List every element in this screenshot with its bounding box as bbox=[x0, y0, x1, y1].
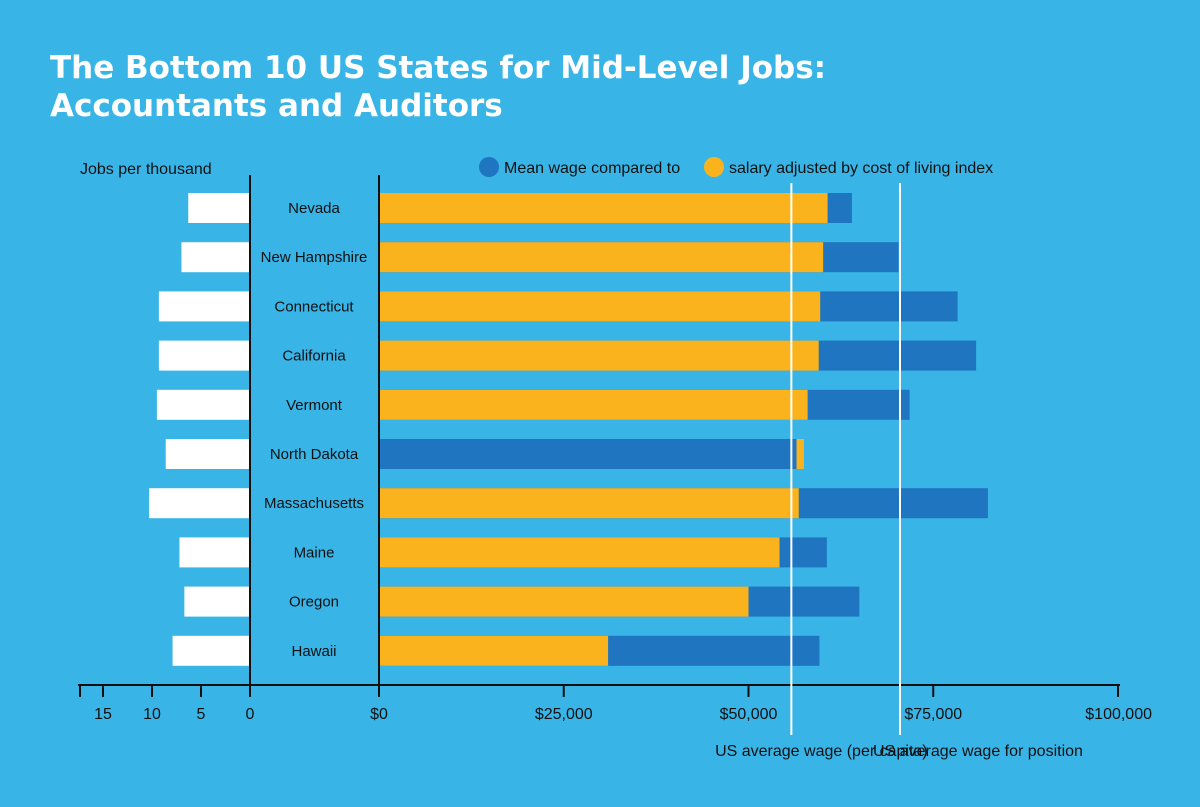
jobs-bar-massachusetts bbox=[149, 488, 250, 519]
legend: Mean wage compared to salary adjusted by… bbox=[479, 157, 993, 177]
wage-tick-label-100000: $100,000 bbox=[1085, 706, 1152, 723]
axes bbox=[78, 175, 1120, 686]
jobs-bar-connecticut bbox=[158, 291, 250, 322]
jobs-bar-hawaii bbox=[172, 635, 250, 666]
left-axis-label: Jobs per thousand bbox=[80, 161, 212, 178]
jobs-bar-maine bbox=[179, 537, 250, 568]
jobs-bar-new-hampshire bbox=[181, 242, 250, 273]
jobs-tick-label-10: 10 bbox=[143, 706, 161, 723]
legend-adjusted-swatch bbox=[704, 157, 724, 177]
jobs-tick-label-15: 15 bbox=[94, 706, 112, 723]
adjusted-wage-bar-hawaii bbox=[379, 635, 609, 666]
adjusted-wage-bar-california bbox=[379, 340, 819, 371]
title-line-2: Accountants and Auditors bbox=[50, 88, 503, 124]
adjusted-wage-bar-massachusetts bbox=[379, 488, 799, 519]
jobs-bar-vermont bbox=[156, 389, 250, 420]
legend-mean-label: Mean wage compared to bbox=[504, 160, 680, 177]
wage-tick-label-0: $0 bbox=[370, 706, 388, 723]
title-line-1: The Bottom 10 US States for Mid-Level Jo… bbox=[50, 50, 826, 86]
state-labels: Nevada New Hampshire Connecticut California… bbox=[261, 200, 368, 660]
jobs-bar-north-dakota bbox=[165, 439, 250, 469]
state-label-connecticut: Connecticut bbox=[274, 298, 354, 315]
adjusted-wage-bar-maine bbox=[379, 537, 780, 568]
state-label-nevada: Nevada bbox=[288, 200, 340, 217]
adjusted-wage-bar-vermont bbox=[379, 389, 808, 420]
jobs-bar-oregon bbox=[184, 586, 250, 617]
state-label-new-hampshire: New Hampshire bbox=[261, 249, 368, 266]
reference-lines: US average wage (per capita)US average w… bbox=[715, 183, 1083, 760]
adjusted-wage-bar-nevada bbox=[379, 193, 828, 223]
chart-title: The Bottom 10 US States for Mid-Level Jo… bbox=[50, 50, 826, 124]
jobs-bar-nevada bbox=[188, 193, 250, 223]
tick-labels: 15 10 5 0 $0 $25,000 $50,000 $75,000 $100,000 bbox=[79, 685, 1152, 723]
state-label-maine: Maine bbox=[294, 544, 335, 561]
jobs-tick-label-5: 5 bbox=[197, 706, 206, 723]
state-label-california: California bbox=[282, 348, 346, 365]
jobs-tick-label-0: 0 bbox=[246, 706, 255, 723]
state-label-vermont: Vermont bbox=[286, 397, 343, 414]
reference-label-us-average-wage-per-capita: US average wage (per capita) bbox=[715, 743, 928, 760]
mean-wage-bar-north-dakota bbox=[379, 439, 797, 469]
state-label-oregon: Oregon bbox=[289, 594, 339, 611]
jobs-bars bbox=[149, 193, 250, 666]
wage-tick-label-25000: $25,000 bbox=[535, 706, 593, 723]
legend-mean-swatch bbox=[479, 157, 499, 177]
wage-bars bbox=[379, 193, 988, 666]
adjusted-wage-bar-new-hampshire bbox=[379, 242, 824, 273]
state-label-hawaii: Hawaii bbox=[291, 643, 336, 660]
adjusted-wage-bar-oregon bbox=[379, 586, 749, 617]
wage-tick-label-50000: $50,000 bbox=[720, 706, 778, 723]
jobs-bar-california bbox=[158, 340, 250, 371]
state-label-massachusetts: Massachusetts bbox=[264, 495, 364, 512]
state-label-north-dakota: North Dakota bbox=[270, 446, 359, 463]
wage-tick-label-75000: $75,000 bbox=[904, 706, 962, 723]
adjusted-wage-bar-connecticut bbox=[379, 291, 821, 322]
reference-label-us-average-wage-for-position: US average wage for position bbox=[873, 743, 1083, 760]
legend-adjusted-label: salary adjusted by cost of living index bbox=[729, 160, 993, 177]
